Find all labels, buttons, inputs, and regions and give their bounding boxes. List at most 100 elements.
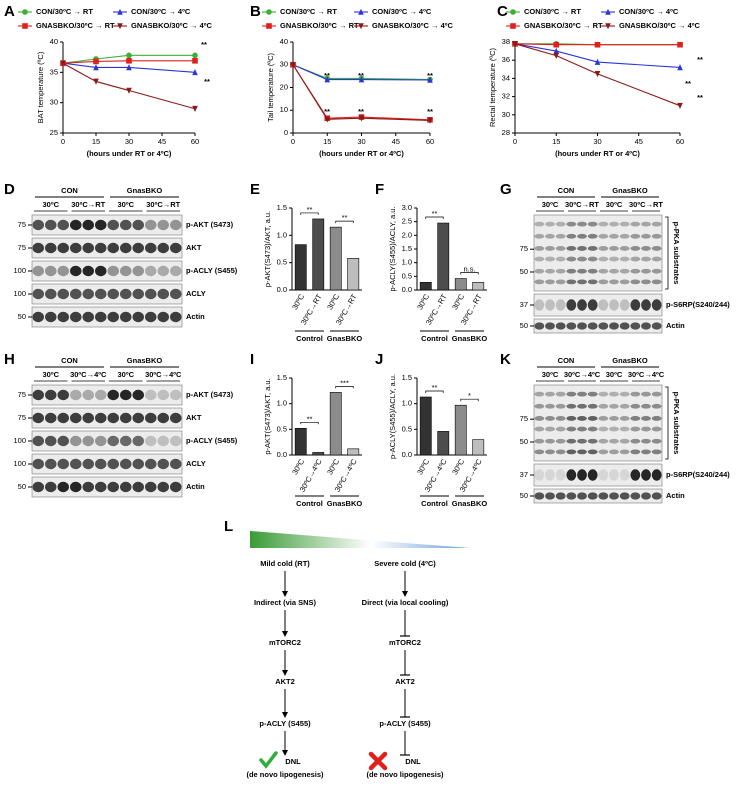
blot-band	[95, 389, 107, 401]
y-axis-label: p-AKT(S473)/AKT, a.u.	[263, 378, 272, 454]
blot-band	[587, 469, 598, 481]
series-line	[514, 43, 681, 107]
blot-band	[598, 416, 609, 421]
significance: **	[432, 209, 438, 218]
blot-band	[651, 246, 662, 251]
blot-band	[651, 391, 662, 397]
row-label: p-AKT (S473)	[186, 390, 234, 399]
data-point	[126, 52, 132, 59]
data-point	[192, 69, 198, 76]
series-line	[292, 64, 431, 81]
data-point	[427, 76, 433, 83]
blot-band	[651, 279, 662, 285]
blot-band	[57, 481, 69, 493]
panel-label: I	[250, 351, 254, 368]
data-point	[553, 41, 560, 48]
blot-band	[132, 288, 144, 300]
mw-marker: 75	[520, 244, 528, 253]
blot-band	[120, 389, 132, 401]
y-axis-label: p-AKT(S473)/AKT, a.u.	[263, 211, 272, 287]
row-label: AKT	[186, 413, 202, 422]
y-axis-label: p-ACLY(S455)/ACLY, a.u.	[388, 206, 397, 291]
significance-bracket	[425, 216, 444, 220]
panel-label: B	[250, 3, 261, 20]
blot-band	[170, 435, 182, 447]
blot-band	[630, 449, 641, 455]
blot-band	[641, 469, 651, 481]
x-tick-label: 0	[513, 137, 517, 146]
bar	[294, 244, 307, 291]
blot-band	[609, 426, 619, 432]
x-tick-label: 60	[676, 137, 684, 146]
bar	[347, 448, 360, 456]
blot-band	[82, 288, 94, 300]
significance: **	[307, 414, 313, 423]
group-label: GnasBKO	[612, 186, 648, 195]
blot-band	[45, 311, 57, 323]
cold-gradient	[250, 531, 470, 548]
y-tick-label: 0.0	[277, 450, 287, 459]
group-label: GnasBKO	[452, 334, 488, 343]
blot-band	[609, 246, 619, 251]
data-point	[192, 105, 198, 113]
blot-band	[57, 435, 69, 447]
lane-label: 30ºC	[542, 370, 559, 379]
blot-band	[70, 412, 82, 424]
blot-band	[609, 299, 619, 311]
blot-band	[651, 403, 662, 409]
significance-bracket	[460, 398, 479, 402]
blot-band	[534, 246, 545, 251]
blot-band	[45, 412, 57, 424]
significance-bracket	[425, 390, 444, 393]
legend-label: CON/30ºC → RT	[280, 7, 337, 16]
y-tick-label: 0	[284, 128, 288, 137]
blot-band	[545, 299, 555, 311]
x-tick-label: 0	[61, 137, 65, 146]
blot-band	[555, 438, 566, 444]
blot-band	[641, 299, 651, 311]
y-tick-label: 20	[280, 82, 288, 91]
blot-band	[619, 233, 630, 239]
blot-band	[598, 492, 609, 500]
blot-band	[145, 389, 157, 401]
significance: **	[358, 107, 364, 116]
mw-marker: 100	[13, 459, 26, 468]
data-point	[324, 116, 331, 123]
legend-label: GNASBKO/30ºC → RT	[524, 21, 603, 30]
y-tick-label: 1.0	[277, 399, 287, 408]
row-bracket	[665, 216, 669, 290]
row-label: p-ACLY (S455)	[186, 436, 238, 445]
blot-band	[107, 458, 119, 470]
blot-band	[641, 221, 651, 227]
blot-band	[619, 449, 630, 455]
significance: *	[468, 391, 471, 400]
blot-band	[587, 492, 598, 500]
blot-band	[82, 219, 94, 231]
series-line	[292, 64, 431, 122]
blot-band	[619, 246, 630, 251]
blot-band	[534, 322, 545, 330]
blot-band	[545, 403, 555, 409]
y-tick-label: 0.0	[277, 285, 287, 294]
blot-band	[57, 242, 69, 254]
significance-bracket	[300, 212, 319, 215]
legend-marker	[358, 23, 364, 30]
blot-band	[32, 288, 44, 300]
panel-label: G	[500, 181, 512, 198]
blot-band	[577, 391, 587, 397]
series-line	[62, 60, 195, 64]
blot-band	[619, 403, 630, 409]
blot-band	[619, 299, 630, 311]
blot-band	[32, 481, 44, 493]
blot-band	[545, 426, 555, 432]
blot-band	[555, 299, 566, 311]
blot-band	[641, 268, 651, 274]
blot-band	[157, 219, 169, 231]
bar	[419, 282, 432, 291]
x-tick-label: 30	[593, 137, 601, 146]
blot-band	[70, 242, 82, 254]
pathway-node: p-ACLY (S455)	[259, 719, 311, 728]
y-axis-label: Tail temperature (ºC)	[266, 52, 275, 122]
data-point	[93, 64, 99, 71]
